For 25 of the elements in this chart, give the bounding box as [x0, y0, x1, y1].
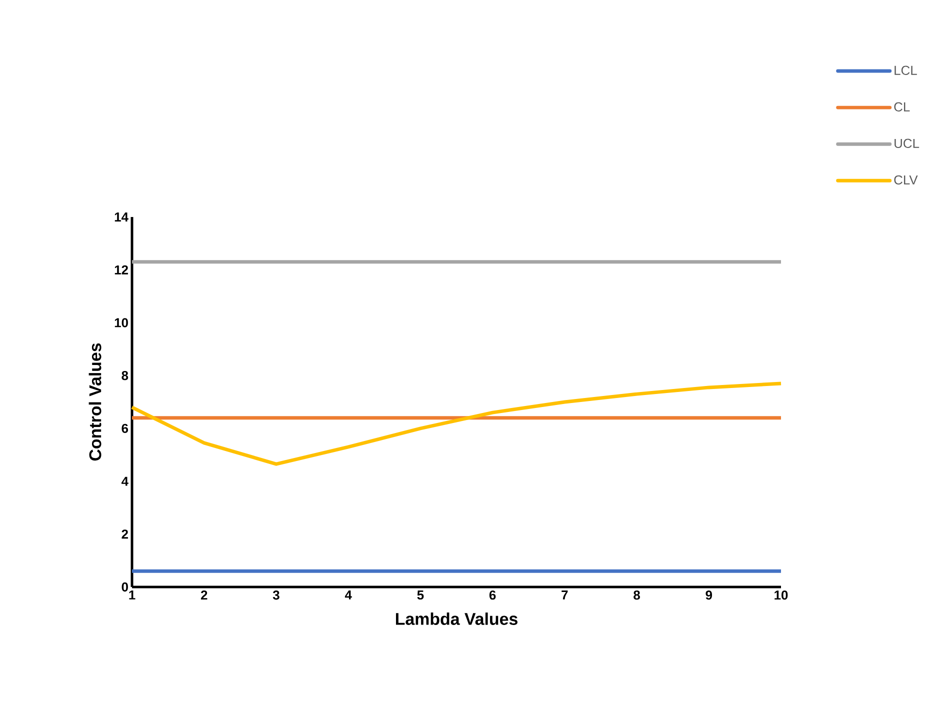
x-tick-label: 4: [344, 590, 352, 600]
x-tick-label: 1: [129, 590, 136, 600]
x-tick-label: 9: [706, 590, 712, 600]
y-tick-label: 2: [122, 530, 128, 539]
x-tick-label: 3: [272, 590, 280, 600]
legend-label: LCL: [894, 66, 917, 75]
legend-label: CL: [894, 102, 910, 112]
y-tick-label: 10: [114, 318, 128, 328]
y-tick-label: 14: [114, 212, 128, 222]
x-axis-title: Lambda Values: [396, 612, 518, 625]
y-axis-title: Control Values: [88, 343, 102, 461]
y-tick-label: 8: [122, 370, 128, 380]
y-tick-label: 6: [122, 424, 128, 433]
x-tick-label: 6: [489, 590, 496, 600]
x-tick-label: 7: [562, 590, 568, 600]
y-tick-label: 4: [121, 476, 128, 486]
legend-label: UCL: [894, 138, 920, 148]
legend-label: CLV: [894, 175, 918, 185]
y-tick-label: 0: [122, 582, 128, 592]
line-series: [130, 382, 783, 466]
y-tick-label: 12: [114, 265, 128, 274]
x-tick-label: 5: [417, 590, 424, 600]
x-tick-label: 8: [634, 590, 640, 600]
x-tick-label: 10: [774, 590, 788, 600]
x-tick-label: 2: [200, 590, 208, 600]
